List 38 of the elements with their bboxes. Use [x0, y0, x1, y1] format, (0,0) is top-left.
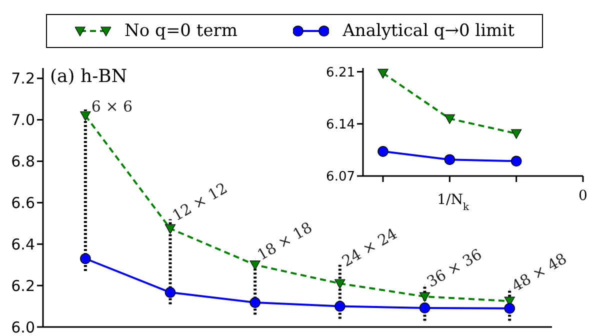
annotation: 18 × 18 [254, 218, 316, 264]
annotation: (a) h-BN [50, 66, 128, 87]
point [80, 253, 91, 264]
point [378, 146, 388, 157]
y-tick-label: 6.14 [326, 117, 355, 132]
annotation: 24 × 24 [338, 224, 400, 270]
point [511, 129, 522, 139]
annotation: 36 × 36 [424, 245, 485, 292]
point [419, 302, 430, 314]
y-tick-label: 6.21 [326, 65, 355, 80]
point [250, 260, 260, 270]
point [334, 300, 346, 312]
point [419, 292, 430, 302]
legend-label: Analytical q→0 limit [342, 21, 514, 41]
y-tick-label: 6.2 [11, 276, 35, 295]
y-tick-label: 6.6 [11, 194, 35, 212]
y-tick-label: 6.0 [11, 318, 35, 336]
point [444, 154, 456, 166]
x-tick-label: 0 [578, 188, 588, 204]
legend-label: No q=0 term [124, 21, 238, 41]
point [504, 302, 515, 314]
annotation: 6 × 6 [91, 97, 133, 116]
point [334, 279, 346, 289]
point [164, 287, 176, 298]
point [510, 156, 522, 167]
y-tick-label: 7.0 [11, 111, 35, 130]
x-axis-title: 1/N$_{k}$ [437, 192, 469, 212]
y-tick-label: 6.4 [11, 235, 35, 254]
y-tick-label: 7.2 [11, 70, 35, 88]
point [444, 114, 455, 124]
annotation: 48 × 48 [508, 249, 570, 296]
point [250, 297, 260, 308]
y-tick-label: 6.07 [326, 170, 355, 185]
point [80, 111, 91, 121]
y-tick-label: 6.8 [11, 152, 35, 171]
point [164, 224, 176, 234]
annotation: 12 × 12 [169, 178, 230, 225]
point [378, 68, 388, 79]
